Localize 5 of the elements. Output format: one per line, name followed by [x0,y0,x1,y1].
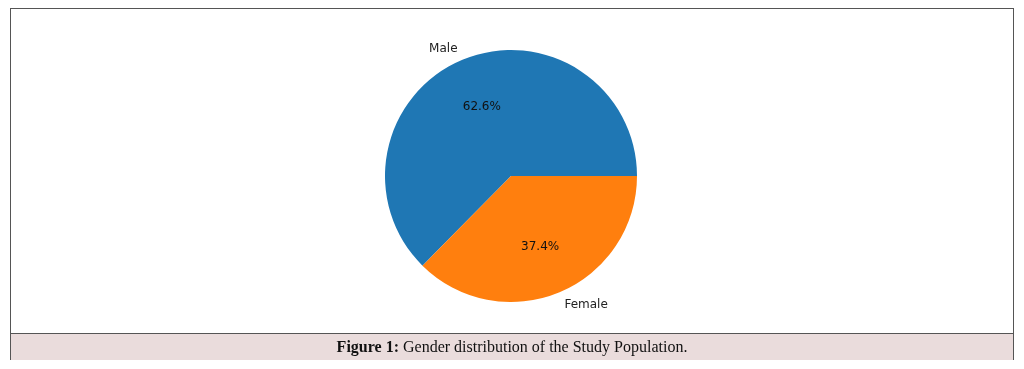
slice-label: Female [564,296,608,311]
data-label: 62.6% [462,99,501,114]
caption: Figure 1: Gender distribution of the Study Population. [11,333,1013,360]
slice-label: Male [429,41,458,56]
data-label: 37.4% [521,238,560,253]
